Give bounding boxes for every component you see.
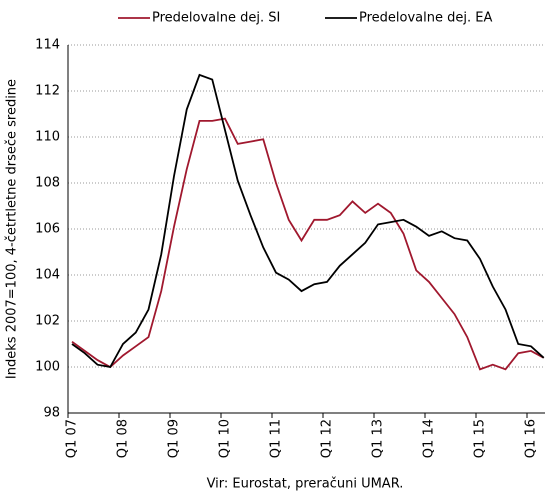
- x-tick-label: Q1 08: [116, 419, 131, 458]
- x-tick-label: Q1 09: [167, 419, 182, 458]
- y-tick-label: 114: [35, 38, 60, 53]
- x-tick-label: Q1 14: [422, 419, 437, 458]
- y-axis-label: Indeks 2007=100, 4-četrtletne drseče sre…: [5, 79, 20, 379]
- x-tick-label: Q1 13: [371, 419, 386, 458]
- series-line: [71, 117, 545, 371]
- legend-label: Predelovalne dej. SI: [152, 11, 280, 26]
- x-tick-label: Q1 12: [320, 419, 335, 458]
- y-tick-label: 108: [35, 176, 60, 191]
- y-tick-label: 112: [35, 84, 60, 99]
- x-tick-label: Q1 11: [269, 419, 284, 458]
- y-tick-label: 102: [35, 314, 60, 329]
- y-tick-label: 106: [35, 222, 60, 237]
- y-tick-label: 100: [35, 360, 60, 375]
- x-tick-label: Q1 15: [473, 419, 488, 458]
- x-tick-label: Q1 07: [65, 419, 80, 458]
- y-tick-label: 98: [43, 406, 60, 421]
- x-tick-label: Q1 16: [524, 419, 539, 458]
- y-tick-label: 110: [35, 130, 60, 145]
- x-tick-label: Q1 10: [218, 419, 233, 458]
- y-tick-label: 104: [35, 268, 60, 283]
- series-line: [71, 73, 545, 369]
- source: Vir: Eurostat, preračuni UMAR.: [207, 477, 404, 492]
- legend-label: Predelovalne dej. EA: [359, 11, 492, 26]
